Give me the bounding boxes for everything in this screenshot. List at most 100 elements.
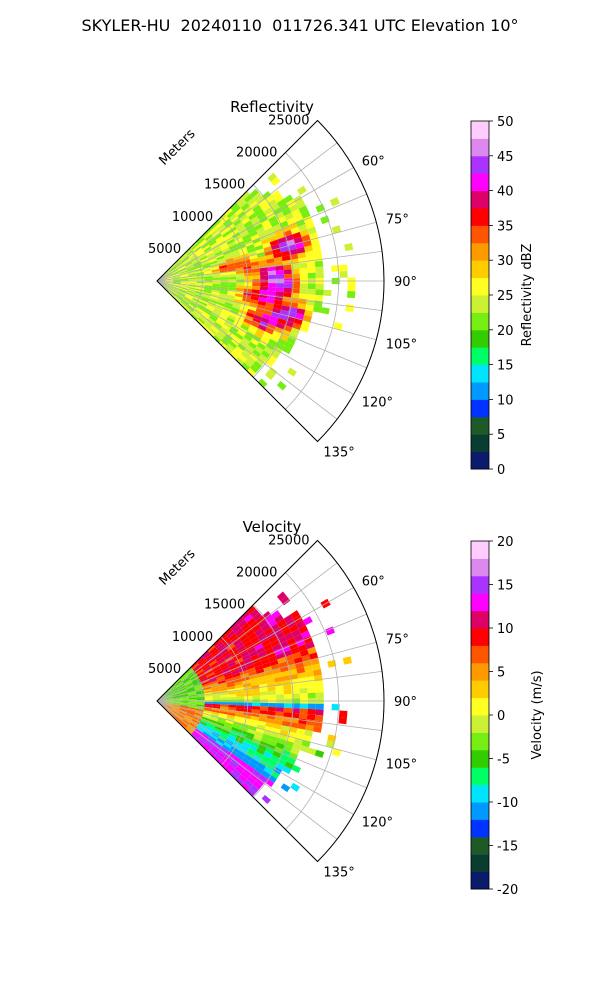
velocity-cell xyxy=(214,742,223,749)
velocity-cell xyxy=(275,742,285,750)
velocity-cell xyxy=(209,717,218,722)
reflectivity-cell xyxy=(220,284,229,288)
velocity-cell xyxy=(197,737,205,745)
reflectivity-cell xyxy=(194,263,203,269)
azimuth-tick-label: 60° xyxy=(362,155,385,170)
reflectivity-cell xyxy=(229,244,238,250)
reflectivity-cell xyxy=(223,252,233,258)
reflectivity-cell xyxy=(301,210,311,219)
velocity-cell xyxy=(257,744,267,752)
velocity-cell xyxy=(286,756,296,765)
reflectivity-cell xyxy=(226,238,235,245)
reflectivity-cell xyxy=(339,271,348,278)
azimuth-gridline xyxy=(156,280,383,312)
velocity-cell xyxy=(250,741,260,749)
velocity-cell xyxy=(233,755,242,764)
reflectivity-cell xyxy=(249,302,258,308)
reflectivity-cell xyxy=(241,217,251,225)
velocity-range-ticks: 5000 10000 15000 20000 25000 xyxy=(148,533,310,676)
velocity-cell xyxy=(212,703,221,707)
reflectivity-cell xyxy=(260,282,269,287)
reflectivity-cell xyxy=(271,190,281,199)
velocity-cell xyxy=(226,717,235,722)
colorbar-segment xyxy=(471,416,489,435)
reflectivity-cell xyxy=(253,314,263,321)
reflectivity-cell xyxy=(204,285,213,288)
velocity-cell xyxy=(299,687,308,694)
reflectivity-cell xyxy=(176,263,185,269)
velocity-cell xyxy=(231,636,240,644)
velocity-cell xyxy=(256,724,266,730)
reflectivity-cell xyxy=(282,207,292,217)
reflectivity-cell xyxy=(192,297,201,303)
reflectivity-cell xyxy=(236,285,245,289)
velocity-cell xyxy=(239,669,249,676)
velocity-cell xyxy=(268,758,278,767)
reflectivity-cell xyxy=(216,317,226,325)
velocity-cell xyxy=(172,696,181,699)
velocity-cell xyxy=(206,739,215,746)
velocity-cell xyxy=(220,758,229,767)
velocity-cell xyxy=(203,710,212,714)
reflectivity-cell xyxy=(240,253,250,259)
velocity-cell xyxy=(168,685,176,691)
reflectivity-cell xyxy=(251,289,260,294)
reflectivity-cell xyxy=(178,291,186,296)
velocity-cell xyxy=(171,706,180,710)
velocity-cell xyxy=(265,647,275,655)
reflectivity-cell xyxy=(246,367,256,377)
velocity-cell xyxy=(224,753,234,761)
velocity-cell xyxy=(272,750,282,759)
colorbar-segment xyxy=(471,541,489,559)
velocity-cell xyxy=(234,737,244,745)
colorbar-segment xyxy=(471,715,489,733)
reflectivity-cell xyxy=(250,216,260,224)
reflectivity-cell xyxy=(227,265,236,270)
velocity-cell xyxy=(171,690,179,695)
velocity-cell xyxy=(197,657,205,665)
reflectivity-cell xyxy=(206,304,215,310)
reflectivity-cell xyxy=(216,237,226,245)
velocity-cell xyxy=(238,773,247,783)
reflectivity-cell xyxy=(213,219,221,227)
reflectivity-cell xyxy=(219,242,228,249)
reflectivity-cell xyxy=(188,278,197,281)
reflectivity-cell xyxy=(291,292,300,299)
reflectivity-cell xyxy=(289,203,299,213)
reflectivity-cell xyxy=(180,253,187,261)
reflectivity-cell xyxy=(208,258,218,263)
velocity-cell xyxy=(164,695,173,699)
reflectivity-cell xyxy=(265,327,275,335)
reflectivity-cell xyxy=(207,317,216,325)
reflectivity-cell xyxy=(243,206,253,215)
velocity-cell xyxy=(172,698,181,701)
reflectivity-cell xyxy=(220,228,229,236)
reflectivity-cell xyxy=(203,309,212,316)
reflectivity-cell xyxy=(192,311,201,318)
reflectivity-cell xyxy=(298,293,308,300)
reflectivity-cell xyxy=(246,243,255,250)
velocity-cell xyxy=(254,643,264,651)
reflectivity-cell xyxy=(224,207,233,216)
reflectivity-cell xyxy=(189,302,197,309)
velocity-cell xyxy=(292,651,302,660)
reflectivity-cell xyxy=(290,327,300,336)
reflectivity-cell xyxy=(234,261,243,266)
velocity-cell xyxy=(178,687,187,692)
colorbar-segment xyxy=(471,295,489,313)
velocity-cell xyxy=(212,695,221,699)
reflectivity-cell xyxy=(172,279,181,281)
reflectivity-cell xyxy=(299,283,308,289)
reflectivity-cell xyxy=(162,286,169,292)
velocity-cell xyxy=(228,694,237,698)
reflectivity-cell xyxy=(214,233,223,240)
velocity-cell xyxy=(207,749,216,758)
reflectivity-cell xyxy=(315,283,324,290)
velocity-cell xyxy=(245,764,255,773)
velocity-cell xyxy=(280,783,291,793)
reflectivity-cell xyxy=(194,292,203,297)
reflectivity-cell xyxy=(227,314,237,321)
reflectivity-cell xyxy=(291,288,300,294)
reflectivity-cell xyxy=(202,264,211,269)
velocity-cell xyxy=(216,737,226,745)
